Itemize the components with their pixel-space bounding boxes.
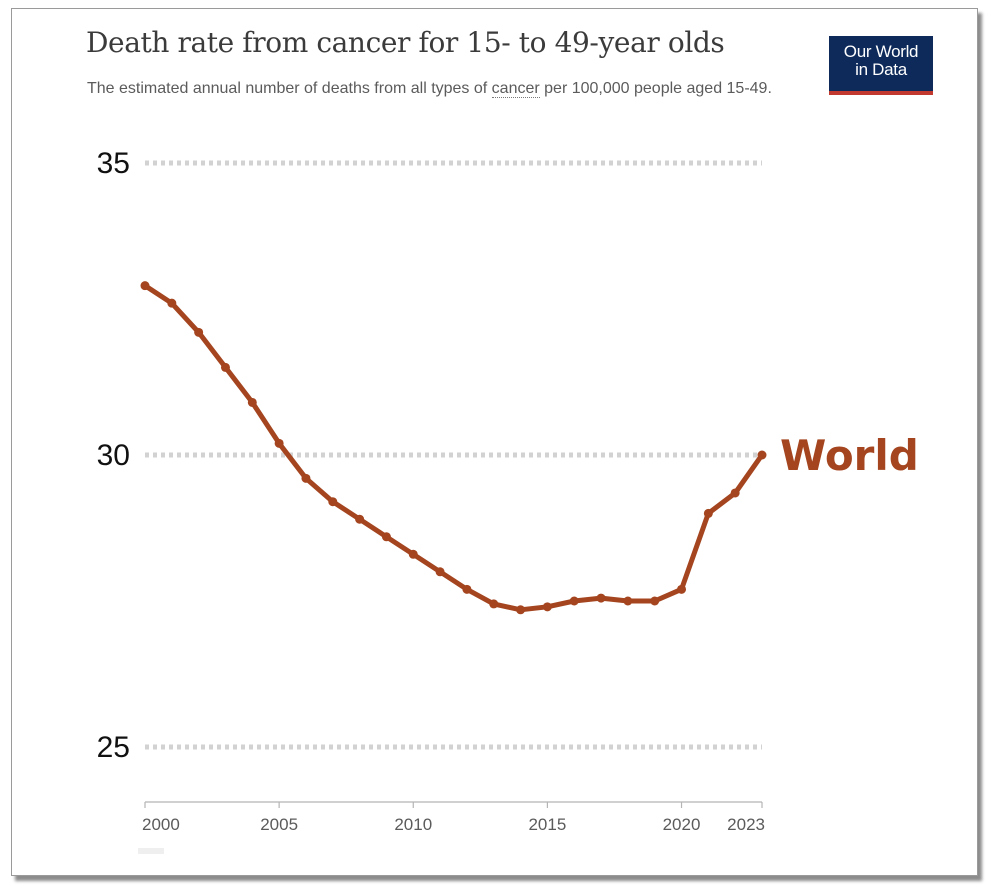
subtitle-text-after: per 100,000 people aged 15-49. [539,80,772,97]
data-point-2007 [328,497,338,507]
x-tick-label-2005: 2005 [260,815,298,834]
x-tick-label-2010: 2010 [394,815,432,834]
data-point-2001 [167,298,177,308]
y-tick-label-25: 25 [97,731,130,764]
data-point-2017 [596,593,606,603]
data-point-2021 [703,508,713,518]
data-point-2022 [730,488,740,498]
logo-line-1: Our World [843,42,919,61]
data-point-2006 [301,473,311,483]
subtitle-term-cancer[interactable]: cancer [491,80,540,98]
data-point-2011 [435,567,445,577]
series-line-world [142,283,765,613]
chart-subtitle: The estimated annual number of deaths fr… [87,78,807,99]
subtitle-text-before: The estimated annual number of deaths fr… [87,80,492,97]
y-tick-label-35: 35 [97,147,130,180]
data-point-2002 [194,327,204,337]
x-tick-label-2020: 2020 [663,815,701,834]
x-tick-label-2015: 2015 [528,815,566,834]
series-label-world: World [780,431,919,480]
x-tick-label-2023: 2023 [727,815,765,834]
data-point-2000 [140,281,150,291]
chart-title: Death rate from cancer for 15- to 49-yea… [86,26,725,59]
data-point-2016 [569,596,579,606]
data-point-2019 [650,596,660,606]
y-tick-label-30: 30 [97,439,130,472]
data-point-2012 [462,584,472,594]
chart-card [11,8,978,876]
our-world-in-data-logo[interactable]: Our World in Data [829,36,933,95]
logo-line-2: in Data [855,60,907,79]
x-tick-label-2000: 2000 [142,815,180,834]
data-point-2008 [355,514,365,524]
data-point-2003 [220,362,230,372]
data-point-2009 [381,532,391,542]
data-point-2020 [677,584,687,594]
data-point-2004 [247,397,257,407]
data-point-2023 [757,450,767,460]
data-point-2015 [542,602,552,612]
data-point-2013 [489,599,499,609]
data-point-2005 [274,438,284,448]
source-tab-stub [138,848,164,854]
data-point-2010 [408,549,418,559]
data-point-2014 [516,605,526,615]
data-point-2018 [623,596,633,606]
